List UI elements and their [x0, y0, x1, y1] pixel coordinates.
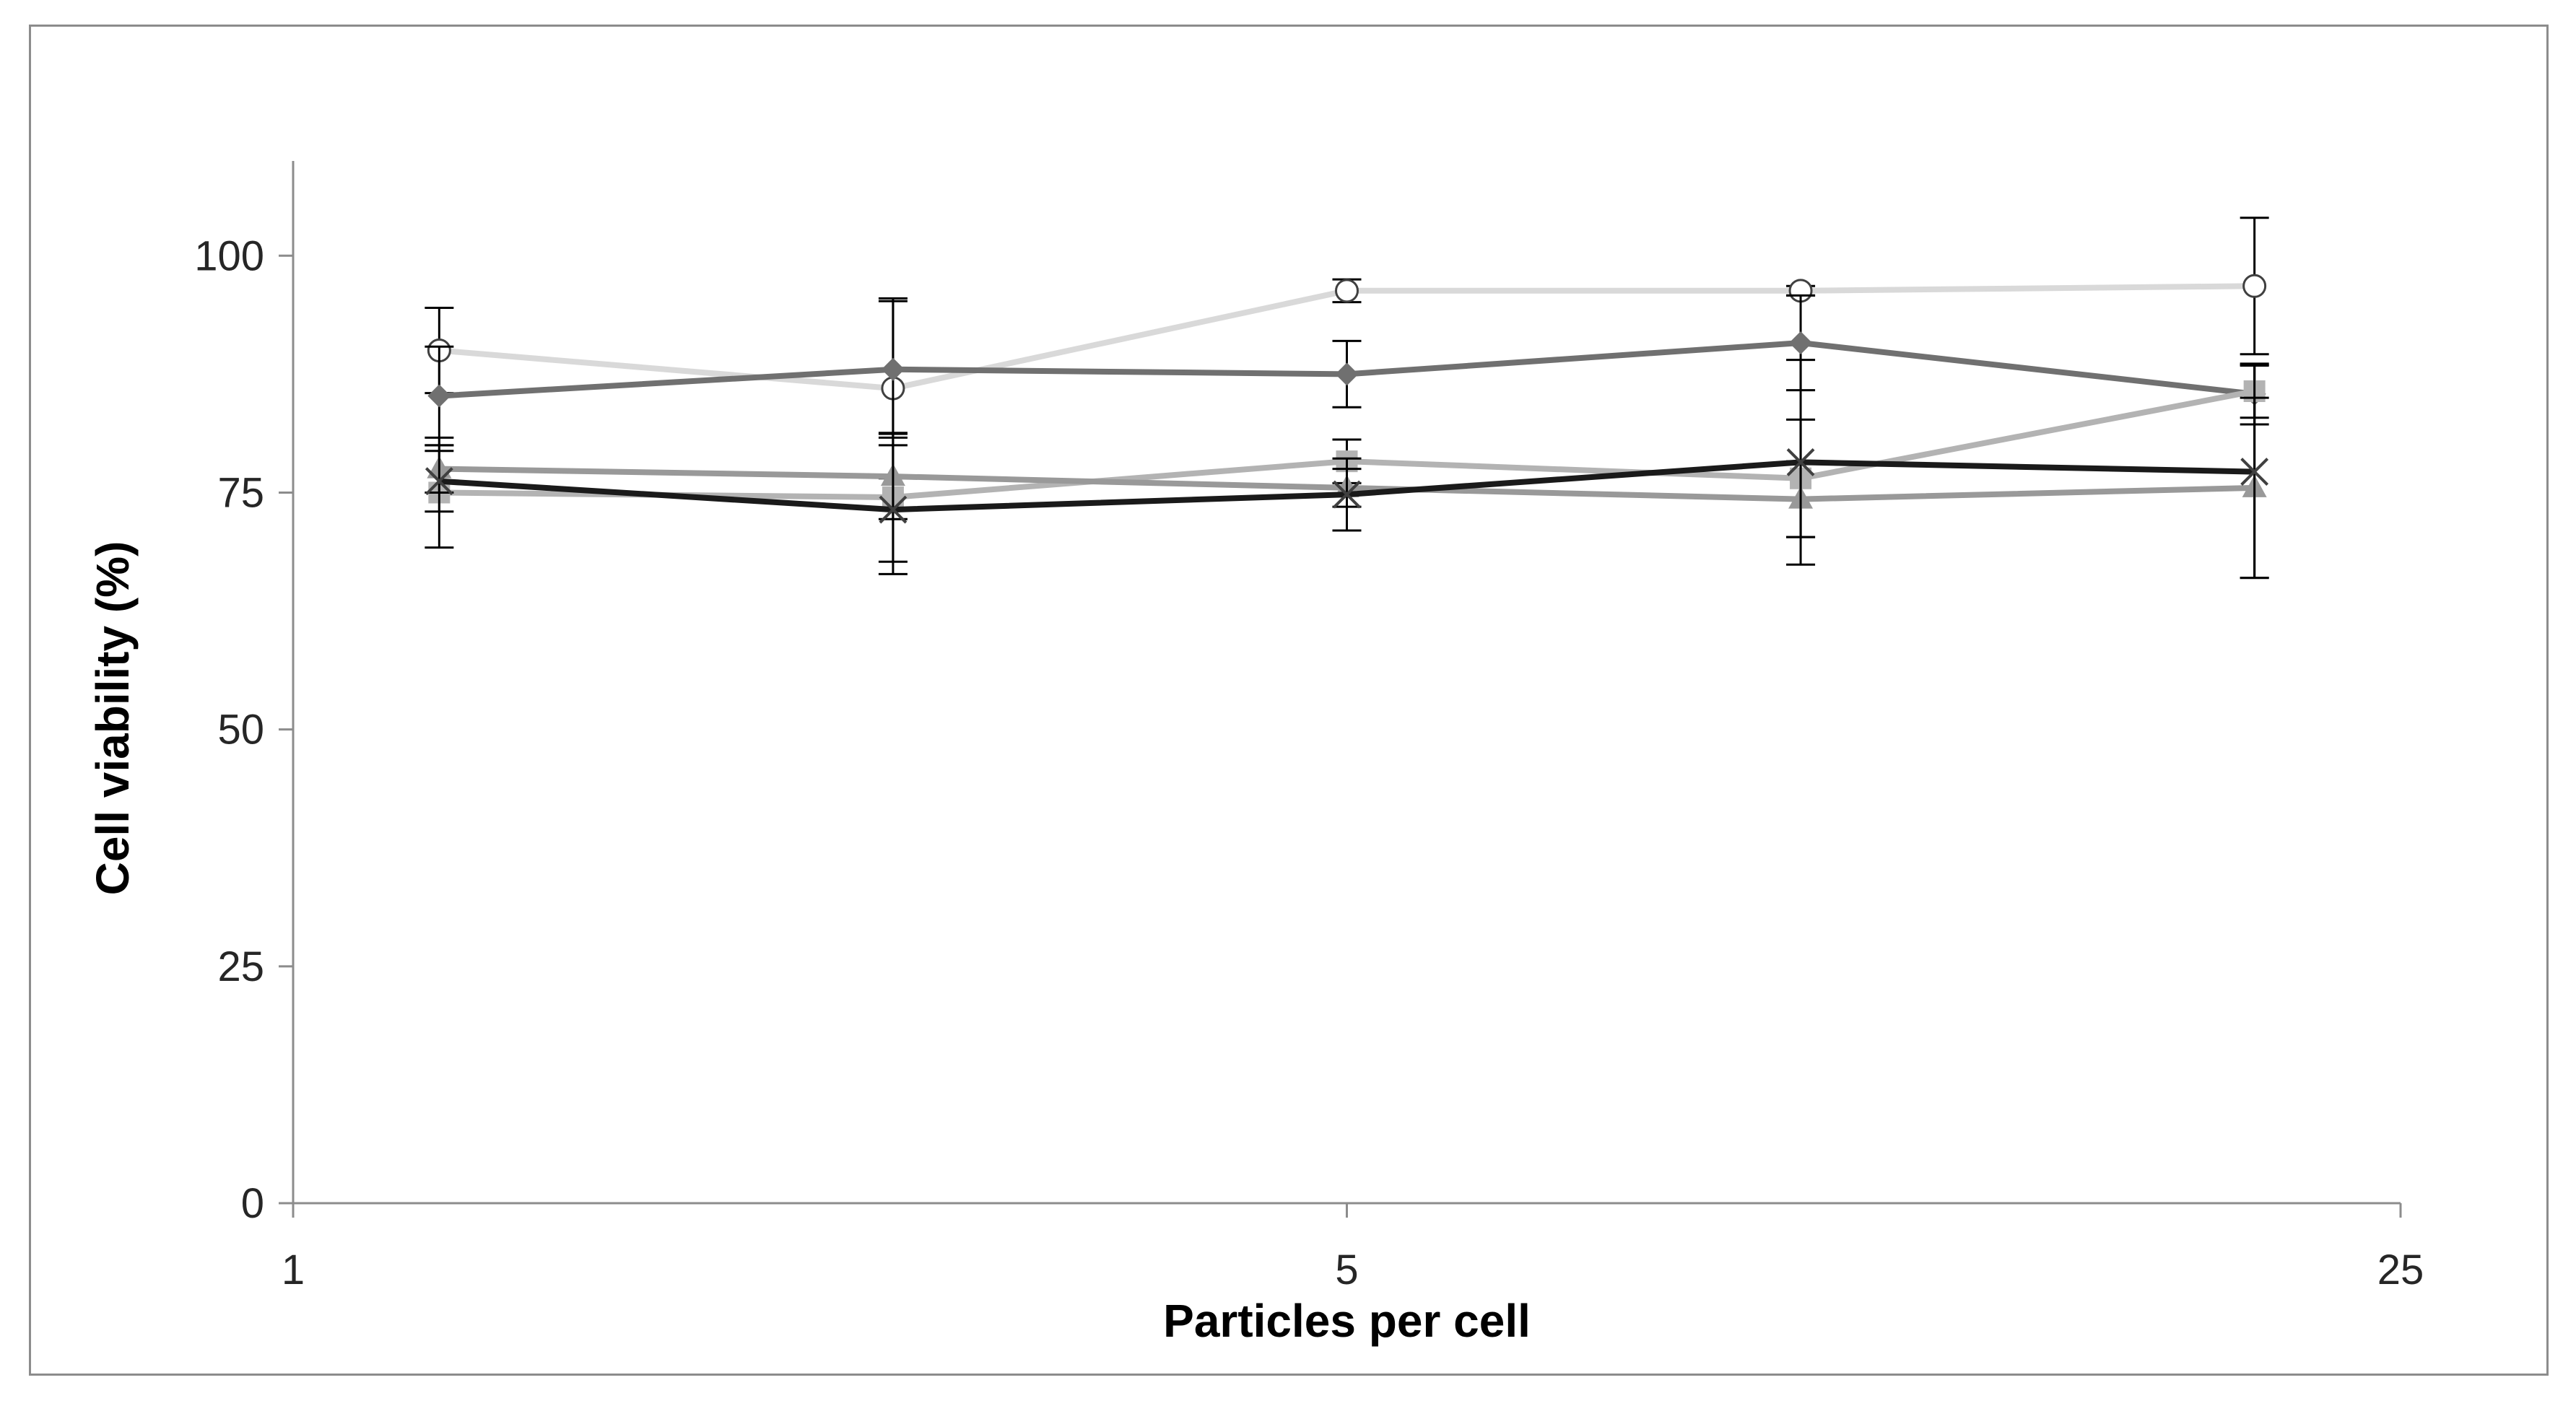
- y-ticks: 0 25 50 75 100: [194, 232, 293, 1227]
- data-point: [1789, 331, 1813, 355]
- data-point: [427, 384, 451, 408]
- series-group: [425, 217, 2269, 580]
- series-5: [425, 359, 2269, 580]
- y-tick-label: 100: [194, 232, 264, 279]
- x-tick-label: 25: [2377, 1246, 2424, 1293]
- data-point: [1786, 448, 1815, 476]
- data-point: [2240, 458, 2269, 486]
- data-point: [1335, 362, 1359, 386]
- y-tick-label: 50: [217, 707, 264, 754]
- data-point: [2242, 274, 2267, 298]
- data-point: [879, 495, 908, 524]
- y-axis-title: Cell viability (%): [87, 541, 139, 896]
- data-point: [881, 357, 905, 381]
- y-tick-label: 0: [241, 1180, 264, 1227]
- x-axis-title: Particles per cell: [1163, 1295, 1531, 1347]
- y-tick-label: 75: [217, 469, 264, 516]
- y-tick-label: 25: [217, 943, 264, 990]
- data-point: [1335, 279, 1359, 303]
- chart-frame: 0 25 50 75 100 1 5 25 Particles per cell Cell …: [29, 25, 2549, 1376]
- data-point: [1333, 480, 1361, 509]
- data-point: [425, 467, 453, 496]
- x-tick-label: 5: [1335, 1246, 1358, 1293]
- x-tick-label: 1: [282, 1246, 305, 1293]
- x-ticks: 1 5 25: [282, 1203, 2424, 1293]
